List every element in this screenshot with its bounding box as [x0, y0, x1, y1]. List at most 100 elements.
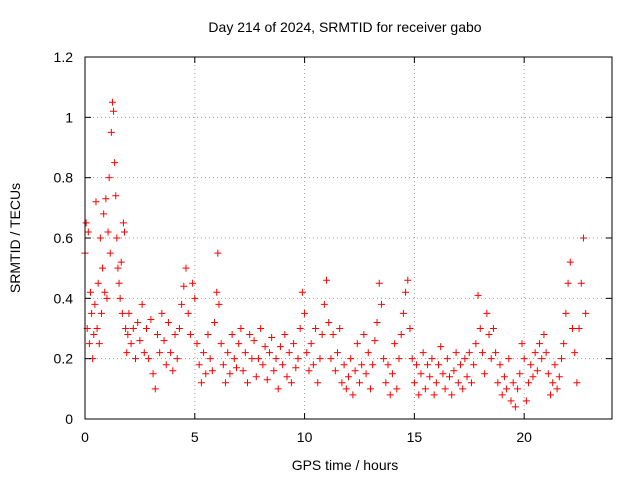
- y-tick-label: 0.8: [54, 170, 74, 186]
- data-point: [283, 373, 291, 381]
- data-point: [113, 234, 121, 242]
- data-point: [424, 361, 432, 369]
- data-point: [529, 373, 537, 381]
- data-point: [208, 367, 216, 375]
- data-point: [459, 385, 467, 393]
- data-point: [419, 349, 427, 357]
- data-point: [294, 355, 302, 363]
- data-point: [375, 279, 383, 287]
- data-point: [104, 228, 112, 236]
- data-point: [366, 385, 374, 393]
- data-point: [349, 391, 357, 399]
- data-point: [518, 340, 526, 348]
- data-point: [364, 349, 372, 357]
- data-point: [555, 373, 563, 381]
- data-point: [483, 309, 491, 317]
- data-point: [307, 340, 315, 348]
- data-point: [239, 367, 247, 375]
- data-point: [204, 331, 212, 339]
- data-point: [287, 379, 295, 387]
- data-point: [579, 234, 587, 242]
- data-point: [153, 331, 161, 339]
- data-point: [347, 355, 355, 363]
- data-point: [320, 300, 328, 308]
- x-tick-label: 15: [407, 429, 423, 445]
- data-point: [391, 340, 399, 348]
- data-point: [452, 349, 460, 357]
- data-point: [224, 349, 232, 357]
- data-point: [252, 373, 260, 381]
- data-point: [456, 361, 464, 369]
- data-point: [180, 282, 188, 290]
- data-point: [117, 258, 125, 266]
- data-point: [443, 355, 451, 363]
- data-point: [228, 331, 236, 339]
- data-point: [380, 355, 388, 363]
- y-tick-label: 0.4: [54, 290, 74, 306]
- data-point: [553, 385, 561, 393]
- data-point: [360, 331, 368, 339]
- data-point: [340, 361, 348, 369]
- data-point: [404, 276, 412, 284]
- data-point: [522, 397, 530, 405]
- data-point: [551, 361, 559, 369]
- data-point: [485, 331, 493, 339]
- data-point: [214, 249, 222, 257]
- data-point: [531, 349, 539, 357]
- data-point: [145, 355, 153, 363]
- data-point: [121, 228, 129, 236]
- data-point: [235, 340, 243, 348]
- data-point: [129, 325, 137, 332]
- data-point: [395, 355, 403, 363]
- data-point: [160, 337, 168, 345]
- data-point: [413, 361, 421, 369]
- data-point: [575, 325, 583, 332]
- data-point: [171, 331, 179, 339]
- data-point: [542, 349, 550, 357]
- data-point: [393, 385, 401, 393]
- data-point: [99, 264, 107, 272]
- data-point: [219, 361, 227, 369]
- data-point: [351, 367, 359, 375]
- data-point: [533, 367, 541, 375]
- data-point: [382, 379, 390, 387]
- data-point: [536, 340, 544, 348]
- data-point: [243, 379, 251, 387]
- data-point: [96, 234, 104, 242]
- data-point: [415, 391, 423, 399]
- data-point: [520, 355, 528, 363]
- data-point: [254, 355, 262, 363]
- data-point: [138, 300, 146, 308]
- data-point: [114, 264, 122, 272]
- data-point: [428, 355, 436, 363]
- data-point: [489, 325, 497, 332]
- x-axis-label: GPS time / hours: [292, 457, 399, 473]
- data-point: [164, 318, 172, 326]
- data-point: [108, 98, 116, 106]
- data-point: [525, 379, 533, 387]
- x-tick-label: 0: [81, 429, 89, 445]
- data-point: [268, 334, 276, 342]
- data-point: [316, 355, 324, 363]
- data-point: [397, 331, 405, 339]
- data-point: [292, 364, 300, 372]
- data-point: [134, 318, 142, 326]
- data-point: [472, 340, 480, 348]
- data-point: [106, 249, 114, 257]
- data-point: [327, 355, 335, 363]
- data-point: [544, 370, 552, 378]
- data-point: [132, 355, 140, 363]
- data-point: [557, 355, 565, 363]
- data-point: [95, 340, 103, 348]
- data-point: [369, 361, 377, 369]
- data-point: [123, 349, 131, 357]
- data-point: [467, 379, 475, 387]
- data-point: [90, 331, 98, 339]
- data-point: [478, 349, 486, 357]
- data-point: [314, 379, 322, 387]
- data-point: [101, 288, 109, 296]
- data-point: [371, 337, 379, 345]
- data-point: [261, 343, 269, 351]
- data-point: [345, 373, 352, 381]
